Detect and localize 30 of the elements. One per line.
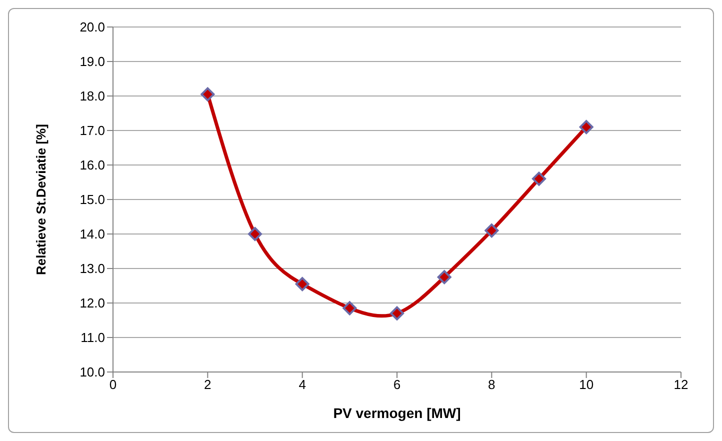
y-tick-label: 20.0 <box>80 20 105 35</box>
x-tick-label: 12 <box>674 377 688 392</box>
x-tick-label: 0 <box>109 377 117 392</box>
point <box>248 227 262 241</box>
point <box>484 224 499 238</box>
x-axis-title: PV vermogen [MW] <box>333 405 461 421</box>
x-tick-label: 10 <box>579 377 594 392</box>
point <box>200 87 215 102</box>
y-tick-label: 15.0 <box>80 192 105 208</box>
point <box>532 172 546 186</box>
y-tick-label: 19.0 <box>80 54 105 70</box>
x-tick-label: 2 <box>204 377 212 392</box>
y-tick-label: 16.0 <box>80 158 105 173</box>
chart-frame: 0 2 4 6 8 10 12 PV vermogen [MW] 10.0 11.0 12.0 13.0 14.0 15.0 16.0 17.0 18.0 19.0 20.0 Relatieve St.Deviatie [%] <box>8 8 714 433</box>
y-tick-label: 13.0 <box>80 261 105 276</box>
x-tick-label: 4 <box>298 377 306 392</box>
y-tick-label: 11.0 <box>80 330 105 346</box>
y-tick-label: 18.0 <box>80 88 105 104</box>
point <box>579 120 594 134</box>
y-tick-label: 12.0 <box>80 296 105 311</box>
x-tick-label: 8 <box>488 377 496 392</box>
point <box>390 306 404 320</box>
point <box>295 277 310 292</box>
y-axis-title: Relatieve St.Deviatie [%] <box>34 124 49 276</box>
y-tick-label: 17.0 <box>80 123 105 138</box>
point <box>437 270 452 284</box>
point <box>342 301 357 316</box>
y-tick-label: 10.0 <box>80 364 105 380</box>
x-tick-label: 6 <box>393 377 401 392</box>
y-tick-label: 14.0 <box>80 226 105 242</box>
